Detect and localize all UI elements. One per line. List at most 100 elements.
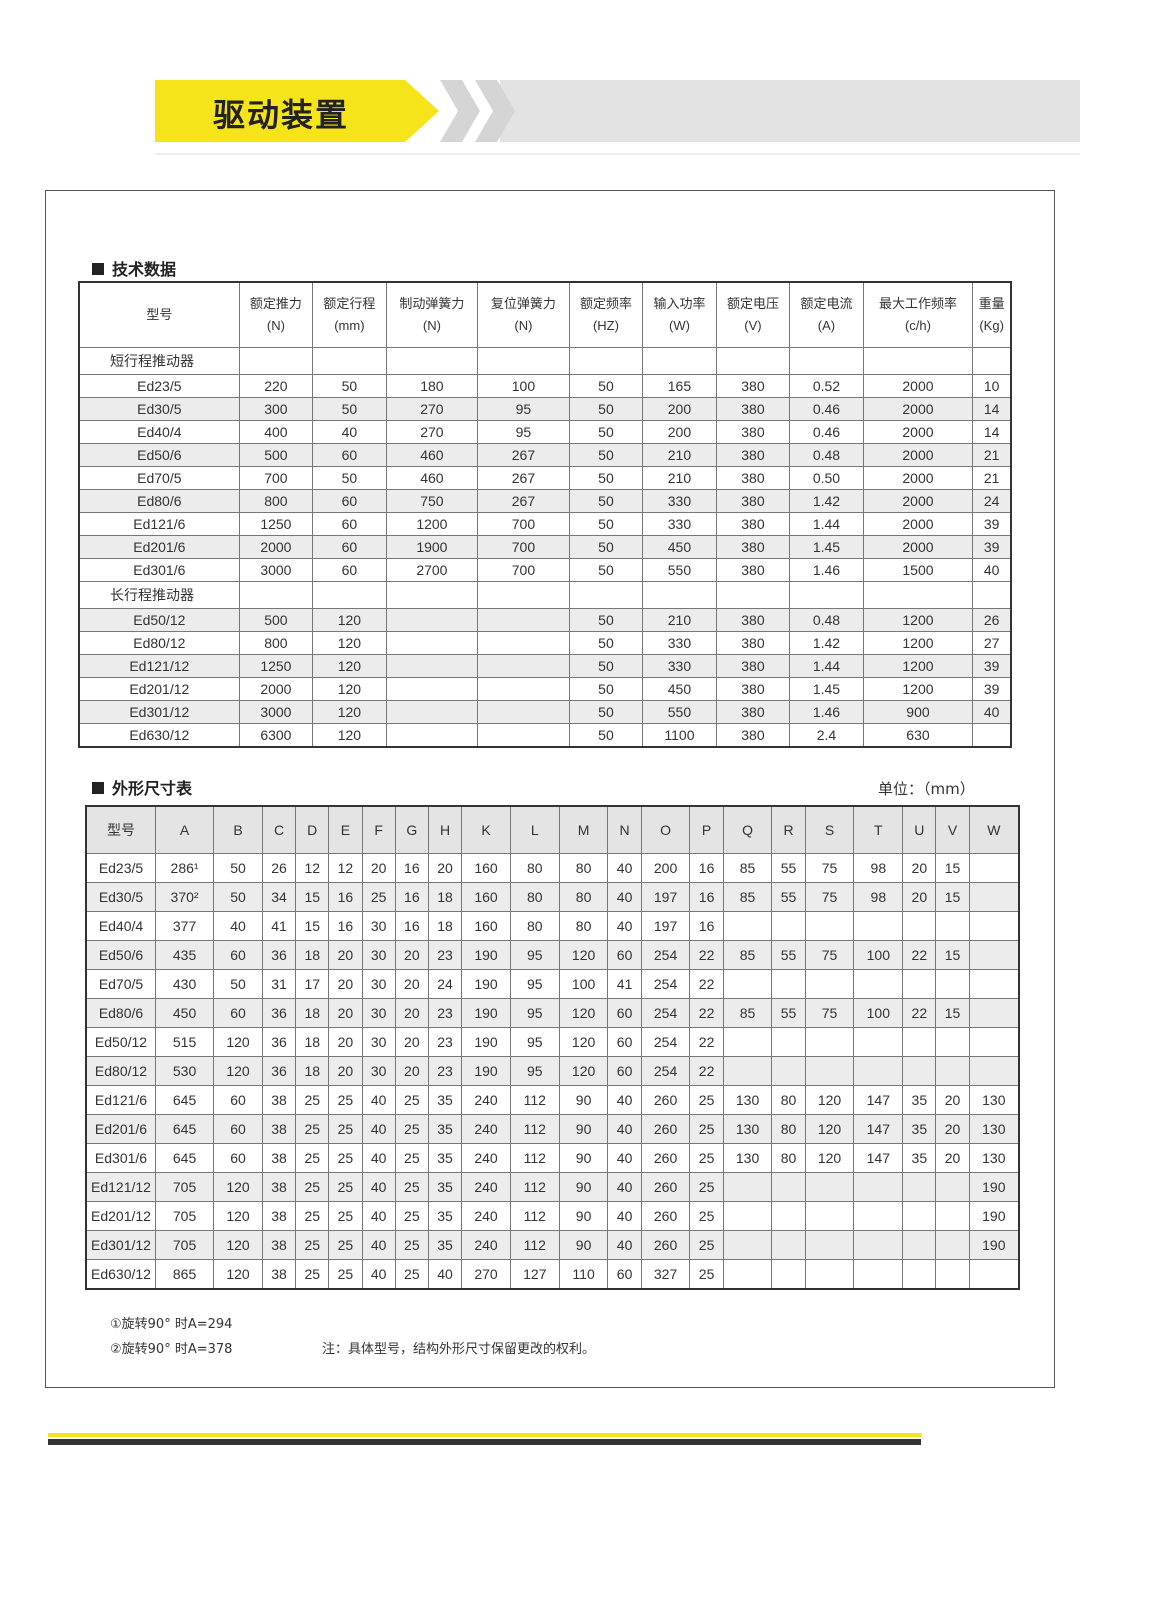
table-cell: 60	[213, 1114, 263, 1144]
table-cell: Ed301/12	[85, 1230, 156, 1260]
table-row: Ed80/6 800 60 750 267 50 330 380 1.42 2000 24	[78, 489, 1012, 513]
table-cell: 1250	[238, 512, 314, 536]
table-cell: 100	[558, 969, 609, 999]
table-cell: 190	[461, 998, 511, 1028]
table-cell: 165	[642, 374, 717, 398]
table-row: Ed30/5 300 50 270 95 50 200 380 0.46 2000 14	[78, 397, 1012, 421]
table-cell: 147	[853, 1114, 904, 1144]
table-cell	[477, 677, 570, 701]
footer-dark-bar	[48, 1439, 921, 1445]
table-cell: 50	[568, 420, 644, 444]
table-cell: 15	[295, 882, 330, 912]
table-cell: Ed30/5	[78, 397, 240, 421]
table-cell: 377	[154, 911, 215, 941]
table-cell: 2.4	[789, 723, 864, 748]
empty-cell	[568, 581, 644, 609]
table-cell: 50	[568, 397, 644, 421]
table-cell	[968, 882, 1020, 912]
dimensions-table: 型号 A B C D E F G H K L M N O P Q R S T U V W Ed23/5 286¹ 50 26 12 1…	[85, 805, 1020, 1290]
table-cell: Ed121/12	[85, 1172, 156, 1202]
table-cell: 197	[640, 882, 691, 912]
table-cell: 98	[853, 882, 904, 912]
table-cell: 60	[312, 489, 387, 513]
table-cell: 85	[722, 998, 773, 1028]
column-header: T	[853, 805, 904, 854]
unit-label: 单位：（mm）	[878, 780, 975, 798]
table-cell: 260	[640, 1172, 691, 1202]
table-cell: 60	[213, 940, 263, 970]
table-cell: 60	[607, 998, 642, 1028]
remark: 注：具体型号，结构外形尺寸保留更改的权利。	[322, 1342, 596, 1357]
table-cell: 90	[558, 1143, 609, 1173]
table-cell	[853, 911, 904, 941]
table-cell: 700	[477, 535, 570, 559]
table-cell: 17	[295, 969, 330, 999]
square-bullet-icon	[92, 263, 104, 275]
table-cell: 40	[607, 1201, 642, 1231]
table-cell: 27	[972, 631, 1012, 655]
table-cell: 120	[558, 1027, 609, 1057]
column-unit: (A)	[817, 318, 836, 333]
table-cell: 75	[804, 882, 855, 912]
table-cell: 38	[261, 1172, 297, 1202]
table-cell: 26	[261, 853, 297, 883]
table-cell: 260	[640, 1230, 691, 1260]
group-label: 长行程推动器	[78, 581, 240, 609]
table-cell: 2000	[862, 466, 974, 490]
table-cell: 120	[312, 677, 387, 701]
table-cell: 25	[295, 1172, 330, 1202]
divider	[155, 153, 1080, 155]
table-cell	[902, 1027, 937, 1057]
table-row: Ed301/6 645 60 38 25 25 40 25 35 240 112 90 40 260 25 1…	[85, 1143, 1020, 1173]
table-cell	[902, 911, 937, 941]
table-cell: 36	[261, 998, 297, 1028]
table-cell: 35	[427, 1085, 463, 1115]
column-header: E	[328, 805, 363, 854]
table-cell: 60	[312, 558, 387, 582]
header-row: 型号 额定推力 (N) 额定行程 (mm) 制动弹簧力 (N) 复位弹簧力 (N) 额定频率 (HZ…	[78, 281, 1012, 348]
section-tech-data: 技术数据	[92, 256, 176, 280]
column-header: 重量 (Kg)	[972, 281, 1012, 348]
table-cell: 20	[902, 882, 937, 912]
table-cell: 41	[607, 969, 642, 999]
table-cell: 200	[642, 397, 717, 421]
table-cell: 25	[295, 1259, 330, 1290]
column-header: 额定频率 (HZ)	[568, 281, 644, 348]
column-header: B	[213, 805, 263, 854]
empty-cell	[789, 581, 864, 609]
table-cell: 60	[312, 443, 387, 467]
table-row: Ed630/12 865 120 38 25 25 40 25 40 270 127 110 60 327…	[85, 1259, 1020, 1290]
table-cell	[968, 911, 1020, 941]
table-cell: 50	[568, 466, 644, 490]
table-cell: 645	[154, 1114, 215, 1144]
table-cell: 112	[509, 1143, 560, 1173]
table-cell: 23	[427, 940, 463, 970]
table-cell	[477, 608, 570, 632]
column-unit: (mm)	[334, 318, 365, 333]
table-cell: 22	[689, 1027, 724, 1057]
table-cell: 1900	[385, 535, 479, 559]
table-cell	[968, 940, 1020, 970]
column-unit: (V)	[744, 318, 762, 333]
table-cell: 60	[213, 998, 263, 1028]
column-header: Q	[722, 805, 773, 854]
table-cell	[477, 723, 570, 748]
table-cell: 16	[689, 853, 724, 883]
table-cell: 22	[689, 940, 724, 970]
table-cell: 18	[427, 882, 463, 912]
table-cell: 100	[477, 374, 570, 398]
table-cell: Ed50/6	[78, 443, 240, 467]
table-cell: Ed630/12	[85, 1259, 156, 1290]
table-cell: 90	[558, 1201, 609, 1231]
table-row: Ed80/12 530 120 36 18 20 30 20 23 190 95 120 60 254 22	[85, 1056, 1020, 1086]
table-cell: 3000	[238, 558, 314, 582]
table-cell	[771, 1259, 806, 1290]
table-cell: 85	[722, 940, 773, 970]
table-cell: 0.48	[789, 608, 864, 632]
page-title: 驱动装置	[213, 96, 350, 134]
table-cell: 120	[213, 1027, 263, 1057]
table-cell: 197	[640, 911, 691, 941]
table-cell: 25	[394, 1172, 429, 1202]
table-cell: 254	[640, 998, 691, 1028]
table-cell: 60	[607, 1056, 642, 1086]
